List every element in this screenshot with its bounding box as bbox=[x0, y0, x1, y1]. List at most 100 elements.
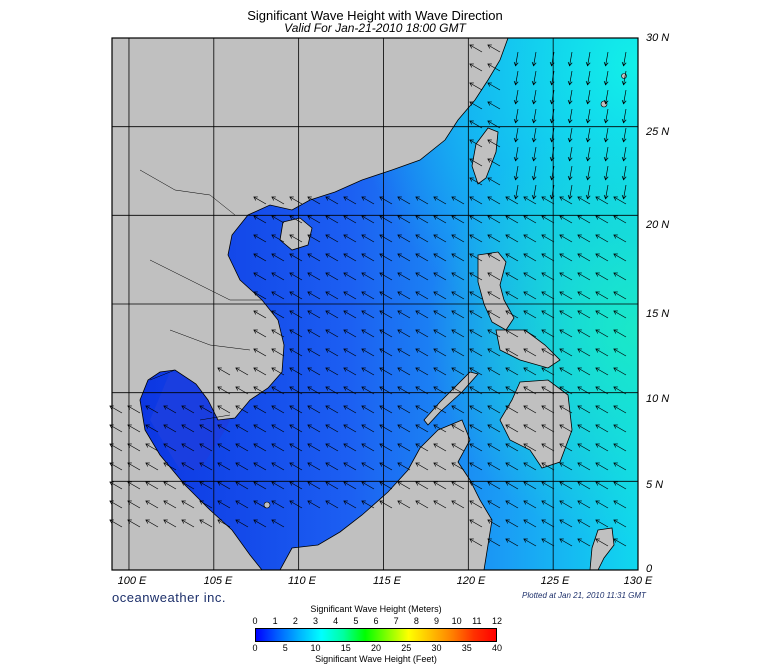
wave-arrow-head bbox=[415, 386, 420, 391]
wave-arrow-head bbox=[559, 329, 564, 334]
wave-arrow bbox=[307, 348, 321, 357]
wave-arrow bbox=[605, 184, 609, 199]
wave-arrow-head bbox=[531, 61, 537, 67]
wave-arrow-head bbox=[559, 462, 564, 467]
chart-subtitle: Valid For Jan-21-2010 18:00 GMT bbox=[284, 21, 466, 35]
colorbar-meter-tick: 3 bbox=[312, 616, 319, 626]
wave-arrow-head bbox=[379, 234, 384, 239]
wave-arrow bbox=[613, 272, 627, 281]
wave-arrow-head bbox=[549, 99, 555, 105]
colorbar-meter-tick: 4 bbox=[333, 616, 339, 626]
wave-arrow bbox=[343, 500, 357, 509]
wave-arrow bbox=[559, 196, 573, 205]
wave-arrow-head bbox=[415, 481, 420, 486]
wave-arrow bbox=[451, 367, 465, 376]
wave-arrow bbox=[505, 443, 519, 452]
wave-arrow bbox=[623, 70, 627, 85]
wave-arrow bbox=[487, 82, 501, 91]
wave-arrow bbox=[325, 291, 339, 300]
wave-arrow-head bbox=[361, 196, 366, 201]
wave-arrow-head bbox=[613, 196, 618, 201]
wave-arrow-head bbox=[397, 291, 402, 296]
wave-arrow bbox=[541, 291, 555, 300]
wave-arrow bbox=[595, 386, 609, 395]
wave-arrow-head bbox=[531, 137, 537, 143]
wave-arrow bbox=[541, 234, 555, 243]
wave-arrow bbox=[343, 462, 357, 471]
colorbar-meter-tick: 7 bbox=[393, 616, 399, 626]
wave-arrow-head bbox=[361, 386, 366, 391]
colorbar-meter-tick: 10 bbox=[451, 616, 462, 626]
wave-arrow-head bbox=[271, 253, 276, 258]
wave-arrow bbox=[533, 70, 537, 85]
wave-arrow-head bbox=[235, 519, 240, 524]
wave-arrow bbox=[397, 291, 411, 300]
wave-arrow bbox=[397, 443, 411, 452]
wave-arrow bbox=[307, 386, 321, 395]
wave-arrow-head bbox=[235, 500, 240, 505]
wave-arrow bbox=[451, 215, 465, 224]
colorbar-meter-tick: 5 bbox=[353, 616, 359, 626]
wave-arrow-head bbox=[289, 310, 294, 315]
wave-arrow-head bbox=[379, 291, 384, 296]
wave-arrow-head bbox=[513, 194, 519, 200]
wave-arrow bbox=[515, 89, 519, 104]
wave-arrow bbox=[577, 215, 591, 224]
wave-arrow bbox=[541, 538, 555, 547]
wave-direction-arrows bbox=[109, 44, 627, 547]
wave-arrow-head bbox=[541, 386, 546, 391]
wave-arrow bbox=[523, 196, 537, 205]
wave-arrow bbox=[217, 367, 231, 376]
wave-arrow bbox=[505, 329, 519, 338]
wave-arrow-head bbox=[487, 462, 492, 467]
wave-arrow bbox=[379, 386, 393, 395]
wave-arrow-head bbox=[397, 386, 402, 391]
wave-arrow bbox=[145, 519, 159, 528]
wave-arrow bbox=[271, 348, 285, 357]
wave-arrow bbox=[415, 481, 429, 490]
wave-arrow-head bbox=[433, 253, 438, 258]
wave-arrow-head bbox=[271, 215, 276, 220]
wave-arrow-head bbox=[271, 386, 276, 391]
wave-arrow-head bbox=[289, 215, 294, 220]
colorbar-meter-tick: 6 bbox=[373, 616, 379, 626]
wave-arrow-head bbox=[253, 253, 258, 258]
wave-arrow-head bbox=[397, 253, 402, 258]
wave-arrow-head bbox=[433, 215, 438, 220]
wave-arrow-head bbox=[531, 194, 537, 200]
wave-arrow bbox=[515, 108, 519, 123]
wave-arrow-head bbox=[559, 215, 564, 220]
wave-arrow bbox=[577, 291, 591, 300]
wave-arrow bbox=[595, 481, 609, 490]
wave-arrow bbox=[541, 481, 555, 490]
wave-arrow bbox=[199, 424, 213, 433]
wave-arrow bbox=[577, 386, 591, 395]
wave-arrow bbox=[469, 158, 483, 167]
wave-arrow-head bbox=[469, 405, 474, 410]
wave-arrow bbox=[487, 367, 501, 376]
wave-arrow-head bbox=[397, 310, 402, 315]
wave-arrow-head bbox=[271, 310, 276, 315]
wave-arrow-head bbox=[415, 405, 420, 410]
wave-arrow-head bbox=[559, 348, 564, 353]
wave-arrow-head bbox=[343, 291, 348, 296]
wave-arrow bbox=[559, 291, 573, 300]
wave-arrow bbox=[551, 70, 555, 85]
wave-arrow-head bbox=[451, 481, 456, 486]
wave-arrow bbox=[289, 481, 303, 490]
wave-arrow bbox=[235, 424, 249, 433]
wave-arrow bbox=[541, 443, 555, 452]
wave-arrow-head bbox=[379, 500, 384, 505]
wave-arrow-head bbox=[469, 519, 474, 524]
wave-arrow bbox=[559, 253, 573, 262]
wave-arrow-head bbox=[325, 443, 330, 448]
wave-arrow-head bbox=[451, 462, 456, 467]
mainland-asia bbox=[112, 38, 509, 570]
wave-arrow-head bbox=[415, 329, 420, 334]
wave-arrow bbox=[379, 462, 393, 471]
wave-arrow bbox=[127, 424, 141, 433]
wave-arrow-head bbox=[505, 272, 510, 277]
wave-arrow-head bbox=[361, 234, 366, 239]
wave-arrow-head bbox=[271, 462, 276, 467]
wave-arrow bbox=[397, 405, 411, 414]
